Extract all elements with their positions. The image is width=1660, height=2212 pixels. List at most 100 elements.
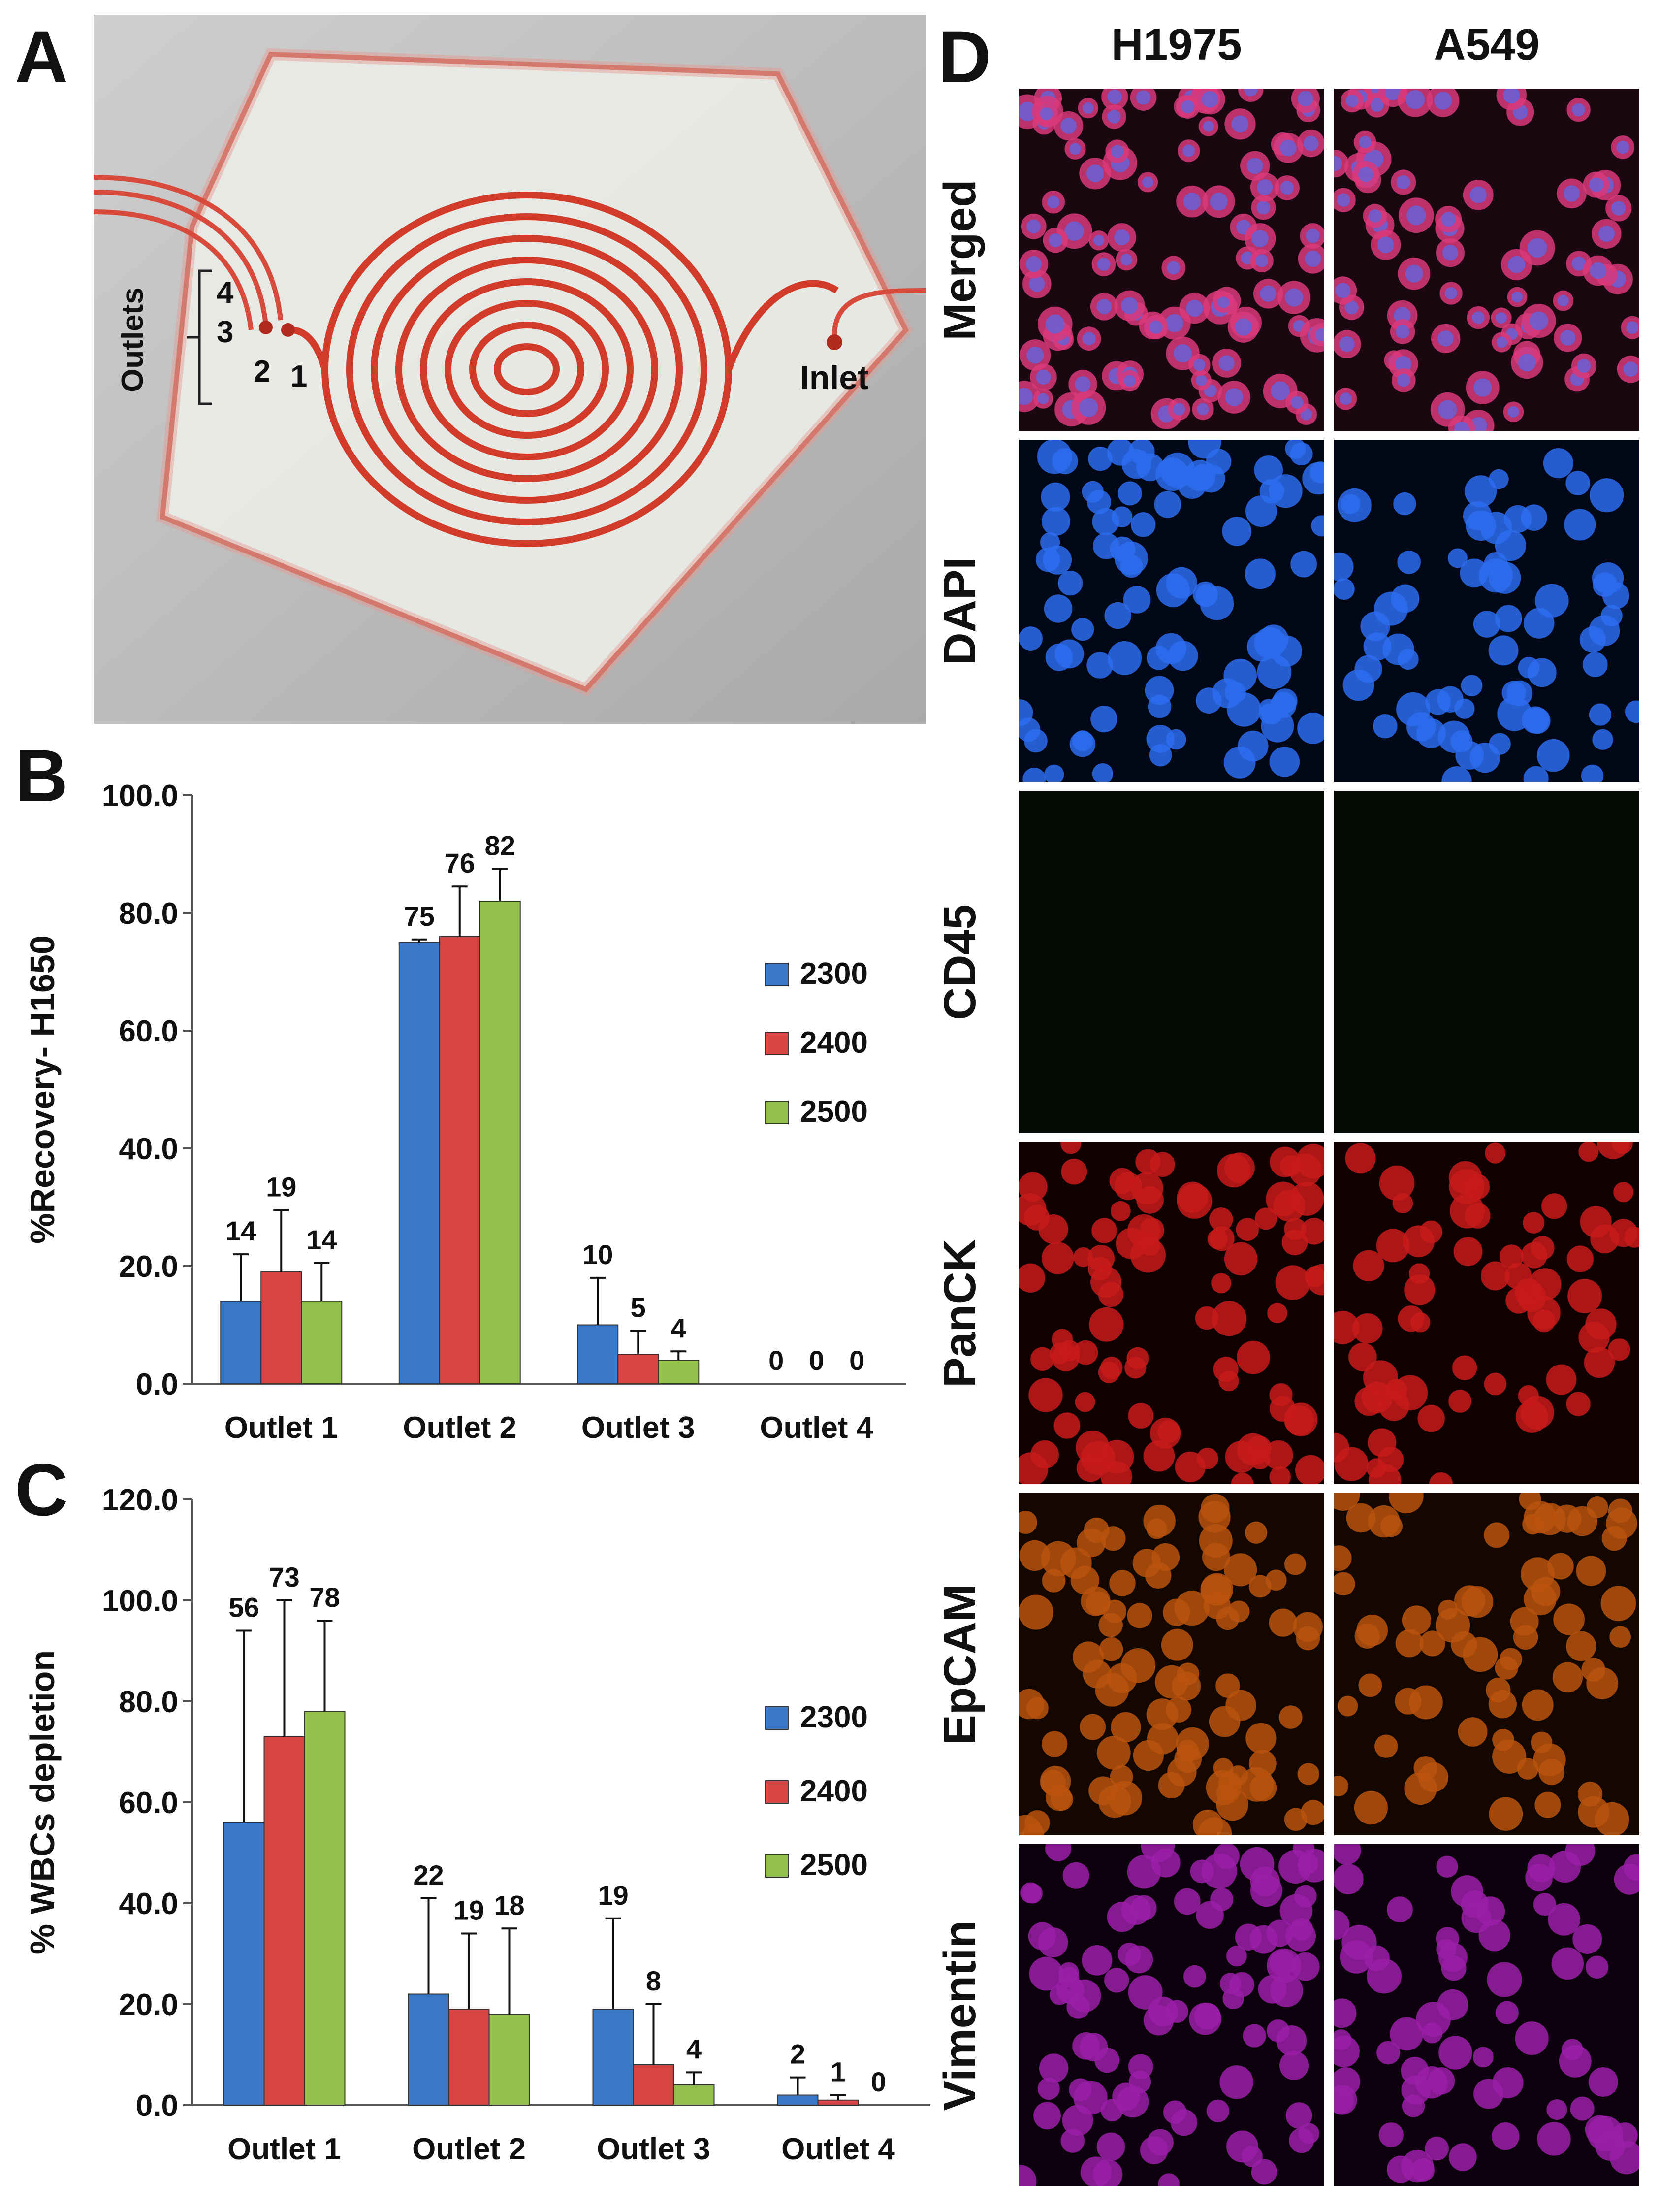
nucleus: [1114, 229, 1130, 246]
cell-image: [1334, 1142, 1639, 1484]
cell: [1109, 1570, 1136, 1596]
nucleus: [1256, 200, 1271, 215]
cell: [1551, 1947, 1584, 1980]
bar: [488, 2014, 530, 2106]
bar: [673, 2084, 715, 2106]
micrograph-cd45-a549: [1334, 791, 1639, 1133]
nucleus: [1217, 296, 1229, 308]
cell: [1019, 1172, 1048, 1202]
cell: [1297, 712, 1324, 744]
cell: [1565, 1844, 1596, 1866]
cell: [1096, 2132, 1125, 2161]
cell: [1492, 1739, 1527, 1774]
nucleus: [1563, 185, 1580, 202]
cell: [1019, 2165, 1037, 2186]
legend-label: 2400: [800, 1774, 868, 1808]
nucleus: [1315, 328, 1324, 341]
cell: [1473, 611, 1500, 638]
cell: [1484, 1372, 1507, 1396]
cell: [1155, 1665, 1188, 1699]
cell: [1495, 530, 1527, 561]
cell: [1156, 573, 1190, 607]
cell: [1527, 658, 1557, 687]
data-label: 19: [453, 1895, 484, 1926]
nucleus: [1036, 369, 1051, 385]
cell: [1110, 1201, 1131, 1221]
cell: [1546, 1364, 1577, 1395]
cell-image: [1019, 791, 1324, 1133]
cell: [1100, 1461, 1132, 1484]
cell: [1584, 1347, 1615, 1378]
data-label: 82: [485, 830, 515, 861]
cell: [1454, 698, 1475, 719]
nucleus: [1340, 392, 1352, 405]
nucleus: [1026, 346, 1044, 364]
cell: [1024, 1810, 1050, 1835]
cell: [1192, 581, 1218, 607]
nucleus: [1438, 400, 1457, 419]
y-axis-label: %Recovery- H1650: [23, 935, 62, 1243]
cell: [1058, 570, 1083, 596]
cell: [1408, 1685, 1443, 1720]
cell: [1484, 1522, 1510, 1548]
cell: [1217, 1153, 1251, 1188]
cell-image: [1019, 440, 1324, 782]
nucleus: [1496, 336, 1507, 348]
nucleus: [1442, 245, 1458, 261]
cell-image: [1334, 1844, 1639, 2183]
cell: [1547, 1553, 1574, 1580]
cell: [1521, 1242, 1548, 1269]
cell: [1284, 1405, 1314, 1435]
cell: [1174, 1745, 1202, 1773]
nucleus: [1611, 201, 1626, 216]
cell: [1373, 714, 1398, 739]
data-label: 22: [413, 1859, 444, 1890]
cell: [1140, 1236, 1160, 1256]
row-label-epcam: EpCAM: [935, 1583, 985, 1745]
cell: [1019, 699, 1033, 726]
cell: [1419, 1630, 1445, 1657]
cell: [1090, 1266, 1122, 1298]
cell: [1531, 1577, 1561, 1606]
cell: [1386, 1896, 1413, 1923]
cell: [1117, 1943, 1141, 1966]
cell: [1254, 455, 1283, 485]
cell: [1609, 2140, 1639, 2175]
nucleus: [1358, 167, 1373, 182]
cell: [1588, 2067, 1618, 2097]
cell: [1170, 2109, 1198, 2136]
bar: [408, 1993, 449, 2106]
cell: [1358, 1673, 1382, 1697]
cell: [1436, 1608, 1470, 1643]
panel-label-b: B: [15, 734, 68, 817]
cell: [1231, 1472, 1254, 1484]
y-tick-label: 60.0: [119, 1014, 178, 1048]
cell: [1625, 700, 1639, 723]
category-label: Outlet 2: [412, 2132, 526, 2166]
cell: [1062, 1862, 1089, 1889]
bar: [223, 1822, 265, 2106]
nucleus: [1193, 358, 1206, 371]
cell: [1354, 1790, 1388, 1825]
bar: [260, 1271, 302, 1385]
nucleus: [1260, 285, 1277, 302]
cell: [1523, 1212, 1545, 1234]
nucleus: [1271, 381, 1290, 401]
data-label: 78: [309, 1582, 340, 1613]
cell: [1041, 1731, 1068, 1757]
data-label: 0: [849, 1345, 864, 1376]
micrograph-grid: Merged DAPI CD45 PanCK EpCAM Vimentin: [935, 89, 1644, 2206]
cell: [1022, 767, 1046, 782]
cell: [1061, 1158, 1087, 1185]
cell-image: [1334, 791, 1639, 1133]
nucleus: [1377, 236, 1394, 254]
nucleus: [1623, 361, 1638, 377]
category-label: Outlet 4: [760, 1411, 873, 1445]
cell: [1206, 449, 1232, 475]
legend-swatch: [765, 1101, 789, 1124]
nucleus: [1473, 378, 1492, 397]
data-label: 56: [228, 1592, 259, 1623]
cell: [1108, 641, 1142, 675]
cell: [1174, 1888, 1201, 1915]
nucleus: [1047, 195, 1060, 209]
